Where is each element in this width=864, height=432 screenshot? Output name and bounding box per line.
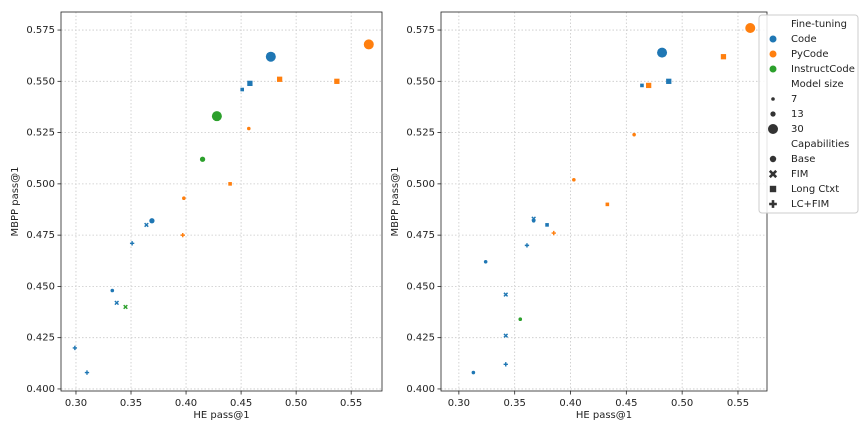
data-point <box>646 82 652 89</box>
legend-label: PyCode <box>791 49 829 60</box>
data-point <box>276 76 283 82</box>
x-axis-label: HE pass@1 <box>193 410 249 421</box>
y-tick-label: 0.475 <box>406 230 435 241</box>
data-point <box>666 78 672 84</box>
data-point <box>129 241 135 246</box>
x-tick-label: 0.35 <box>120 398 142 409</box>
data-point <box>265 51 276 62</box>
data-point <box>84 370 90 375</box>
y-tick-label: 0.425 <box>26 333 55 344</box>
data-point <box>182 196 186 201</box>
x-tick-label: 0.40 <box>175 398 197 409</box>
data-point <box>503 333 509 338</box>
data-point <box>72 345 78 351</box>
data-point <box>363 39 374 50</box>
data-point <box>572 177 576 182</box>
x-tick-label: 0.55 <box>727 398 749 409</box>
data-point <box>199 156 206 162</box>
legend-marker <box>769 155 777 163</box>
data-point <box>632 132 636 137</box>
y-tick-label: 0.525 <box>406 128 435 139</box>
data-point <box>483 259 488 264</box>
x-tick-label: 0.50 <box>671 398 693 409</box>
legend-title: Capabilities <box>791 139 849 150</box>
y-axis-label: MBPP pass@1 <box>390 167 401 237</box>
legend-label: Code <box>791 34 817 45</box>
data-point <box>657 47 668 58</box>
y-tick-label: 0.425 <box>406 333 435 344</box>
x-axis-label: HE pass@1 <box>576 410 632 421</box>
data-point <box>503 292 509 297</box>
y-tick-label: 0.400 <box>406 384 435 395</box>
y-tick-label: 0.475 <box>26 230 55 241</box>
legend-marker <box>769 200 777 208</box>
y-tick-label: 0.500 <box>406 179 435 190</box>
data-point <box>551 230 556 236</box>
y-tick-label: 0.400 <box>26 384 55 395</box>
legend-title: Model size <box>791 79 844 90</box>
legend-label: 13 <box>791 109 804 120</box>
legend-marker <box>769 65 777 73</box>
legend-title: Fine-tuning <box>791 19 847 30</box>
y-tick-label: 0.450 <box>406 281 435 292</box>
legend-marker <box>769 185 777 193</box>
data-point <box>149 218 155 224</box>
legend-marker <box>768 124 778 134</box>
legend-box <box>758 14 859 214</box>
y-tick-label: 0.525 <box>26 128 55 139</box>
data-point <box>240 87 244 92</box>
legend-label: LC+FIM <box>791 199 829 210</box>
x-tick-label: 0.40 <box>559 398 581 409</box>
data-point <box>531 218 536 223</box>
plot-frame <box>60 11 383 392</box>
legend-label: Long Ctxt <box>791 184 839 195</box>
y-axis-label: MBPP pass@1 <box>10 167 21 237</box>
x-tick-label: 0.45 <box>615 398 637 409</box>
data-point <box>247 80 253 87</box>
y-tick-label: 0.450 <box>26 281 55 292</box>
data-point <box>745 22 756 33</box>
legend-label: Base <box>791 154 815 165</box>
x-tick-label: 0.45 <box>230 398 252 409</box>
data-point <box>605 202 610 207</box>
x-tick-label: 0.30 <box>448 398 470 409</box>
data-point <box>503 362 508 367</box>
legend-marker <box>771 97 775 101</box>
data-point <box>334 78 340 84</box>
data-point <box>110 288 115 293</box>
legend-label: InstructCode <box>791 64 855 75</box>
data-point <box>545 223 549 227</box>
plot-frame <box>440 11 768 392</box>
legend-label: 7 <box>791 94 797 105</box>
data-point <box>518 317 523 322</box>
data-point <box>471 370 476 375</box>
x-tick-label: 0.35 <box>504 398 526 409</box>
y-tick-label: 0.500 <box>26 179 55 190</box>
legend-label: 30 <box>791 124 804 135</box>
data-point <box>640 83 644 88</box>
y-tick-label: 0.575 <box>26 25 55 36</box>
y-tick-label: 0.550 <box>406 76 435 87</box>
data-point <box>524 243 530 248</box>
y-tick-label: 0.575 <box>406 25 435 36</box>
data-point <box>720 54 727 60</box>
data-point <box>228 182 232 186</box>
y-tick-label: 0.550 <box>26 76 55 87</box>
legend-marker <box>768 169 778 179</box>
data-point <box>211 111 222 122</box>
x-tick-label: 0.55 <box>340 398 362 409</box>
legend-marker <box>769 50 777 58</box>
data-point <box>144 222 149 228</box>
data-point <box>247 126 251 131</box>
legend-label: FIM <box>791 169 808 180</box>
data-point <box>180 232 185 238</box>
x-tick-label: 0.50 <box>285 398 307 409</box>
legend-marker <box>770 111 776 117</box>
data-point <box>123 304 128 310</box>
x-tick-label: 0.30 <box>65 398 87 409</box>
legend-marker <box>769 35 777 43</box>
data-point <box>114 300 120 306</box>
